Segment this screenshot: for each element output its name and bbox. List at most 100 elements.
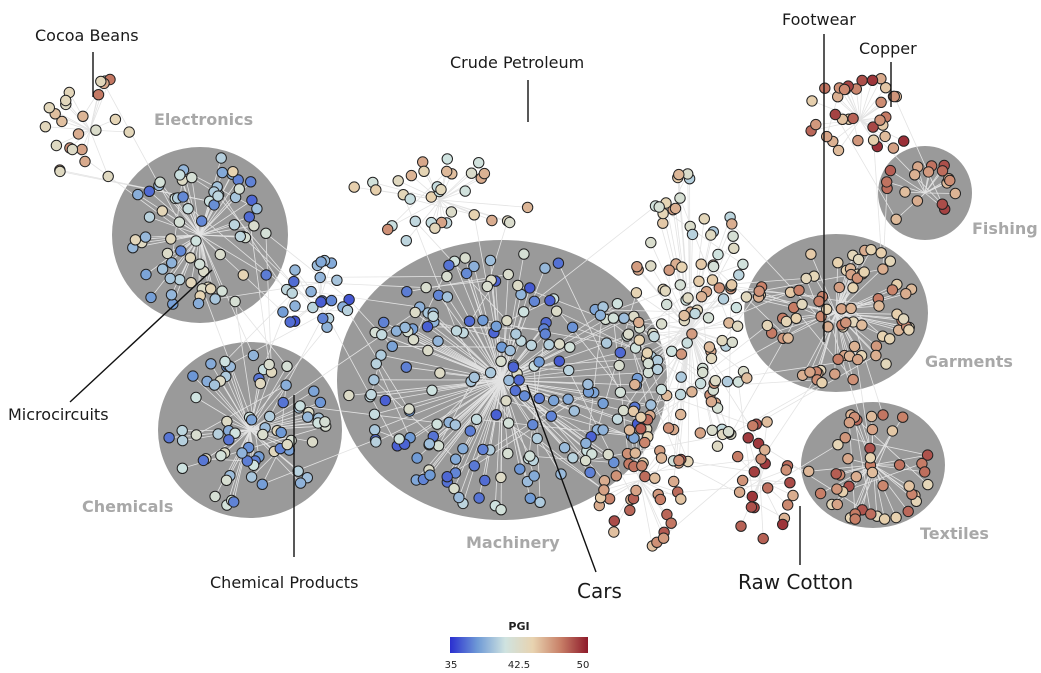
- product-node: [675, 348, 688, 360]
- product-node: [903, 324, 915, 336]
- product-node: [705, 396, 718, 408]
- network-edge: [149, 216, 201, 236]
- product-node: [539, 262, 551, 274]
- product-node: [582, 378, 594, 390]
- product-node: [810, 118, 822, 131]
- product-node: [858, 266, 870, 278]
- product-node: [277, 396, 289, 409]
- product-node: [543, 339, 555, 351]
- product-node: [421, 321, 434, 333]
- product-node: [403, 403, 415, 415]
- product-node: [784, 477, 796, 489]
- product-node: [490, 409, 502, 421]
- product-node: [796, 298, 808, 310]
- product-node: [432, 440, 445, 452]
- product-node: [528, 470, 540, 482]
- product-node: [369, 424, 381, 436]
- product-node: [234, 230, 247, 243]
- product-node: [865, 508, 877, 520]
- product-node: [441, 165, 453, 178]
- product-node: [331, 274, 343, 286]
- product-node: [597, 424, 609, 436]
- product-node: [393, 433, 405, 445]
- product-node: [140, 268, 152, 281]
- product-node: [205, 358, 217, 370]
- product-node: [404, 193, 416, 205]
- product-node: [229, 295, 241, 308]
- product-node: [584, 466, 596, 479]
- product-node: [400, 361, 412, 373]
- product-node: [563, 364, 575, 377]
- product-node: [167, 298, 179, 310]
- product-node: [852, 134, 864, 147]
- product-node: [424, 469, 436, 481]
- product-node: [735, 520, 747, 532]
- product-node: [613, 359, 625, 372]
- network-edge: [408, 379, 503, 410]
- product-node: [176, 462, 189, 474]
- product-node: [600, 337, 613, 349]
- product-node: [484, 367, 497, 379]
- product-node: [317, 312, 329, 325]
- network-edge: [657, 329, 691, 361]
- product-node: [256, 478, 268, 490]
- product-node: [192, 297, 205, 310]
- product-node: [669, 202, 682, 215]
- network-edge: [405, 199, 441, 241]
- network-edge: [82, 83, 105, 117]
- product-node: [132, 188, 144, 201]
- product-node: [370, 358, 382, 370]
- product-node: [712, 248, 724, 261]
- product-node: [417, 156, 429, 168]
- product-node: [143, 185, 156, 198]
- product-node: [676, 261, 688, 273]
- network-edge: [666, 395, 753, 427]
- product-node: [534, 496, 546, 508]
- product-node: [289, 300, 301, 312]
- network-edge: [609, 479, 641, 500]
- product-node: [697, 366, 709, 379]
- network-edge: [534, 357, 647, 367]
- product-node: [443, 259, 455, 271]
- product-node: [76, 143, 88, 156]
- product-node: [512, 279, 524, 292]
- product-node: [264, 410, 276, 423]
- product-node: [873, 300, 885, 312]
- label-cocoa-beans: Cocoa Beans: [35, 26, 139, 45]
- product-node: [728, 242, 740, 255]
- product-node: [495, 471, 507, 484]
- product-node: [675, 371, 687, 383]
- legend-mid-label: 42.5: [508, 660, 530, 671]
- product-node: [533, 356, 545, 368]
- product-node: [448, 482, 460, 495]
- product-node: [426, 384, 438, 396]
- product-node: [843, 416, 856, 429]
- product-node: [450, 453, 462, 465]
- product-node: [241, 455, 254, 467]
- product-node: [821, 130, 833, 143]
- product-node: [184, 252, 197, 264]
- network-edge: [199, 234, 267, 276]
- product-node: [411, 452, 423, 464]
- product-node: [629, 447, 641, 459]
- network-edge: [68, 92, 91, 131]
- network-edge: [89, 129, 109, 177]
- product-node: [726, 336, 738, 348]
- network-edge: [854, 417, 872, 515]
- product-node: [481, 280, 493, 293]
- product-node: [197, 454, 210, 467]
- product-node: [850, 471, 862, 483]
- product-node: [633, 316, 645, 329]
- product-node: [223, 434, 235, 446]
- product-node: [899, 186, 911, 198]
- label-crude-petroleum: Crude Petroleum: [450, 53, 584, 72]
- product-node: [525, 339, 538, 351]
- product-node: [730, 301, 743, 314]
- product-node: [251, 203, 263, 215]
- network-edge: [199, 216, 250, 236]
- network-edge: [294, 269, 314, 308]
- product-node: [187, 370, 199, 382]
- product-node: [460, 267, 473, 280]
- product-node: [248, 220, 260, 232]
- network-edge: [808, 464, 874, 472]
